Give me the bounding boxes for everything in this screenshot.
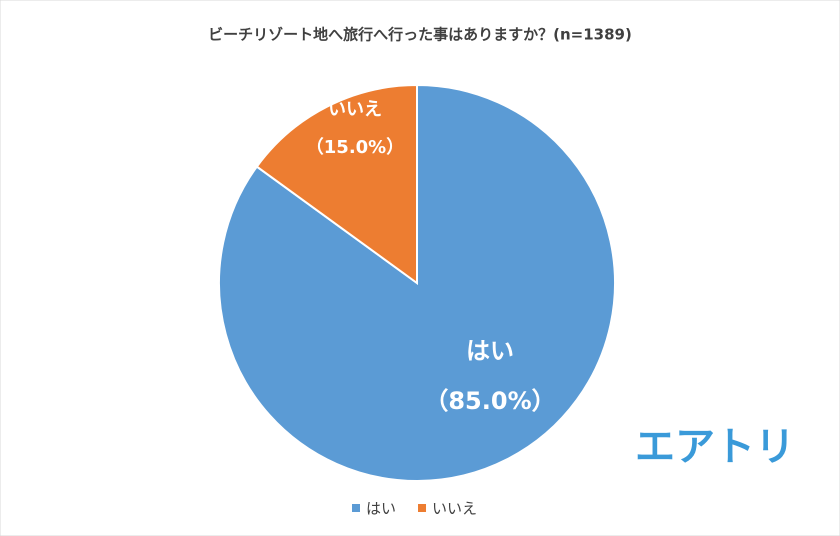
pie-slice xyxy=(255,83,418,285)
slice-category-label: はい xyxy=(466,337,514,365)
logo: エアトリ xyxy=(635,424,795,470)
slice-value-label: （85.0%） xyxy=(424,387,555,415)
slice-value-label: （15.0%） xyxy=(306,137,404,158)
legend-label: はい xyxy=(366,500,396,518)
legend-swatch xyxy=(352,504,360,512)
legend-label: いいえ xyxy=(432,500,477,518)
slice-category-label: いいえ xyxy=(328,99,382,120)
chart-title: ビーチリゾート地へ旅行へ行った事はありますか？(n=1389) xyxy=(208,26,632,44)
legend-swatch xyxy=(418,504,427,512)
